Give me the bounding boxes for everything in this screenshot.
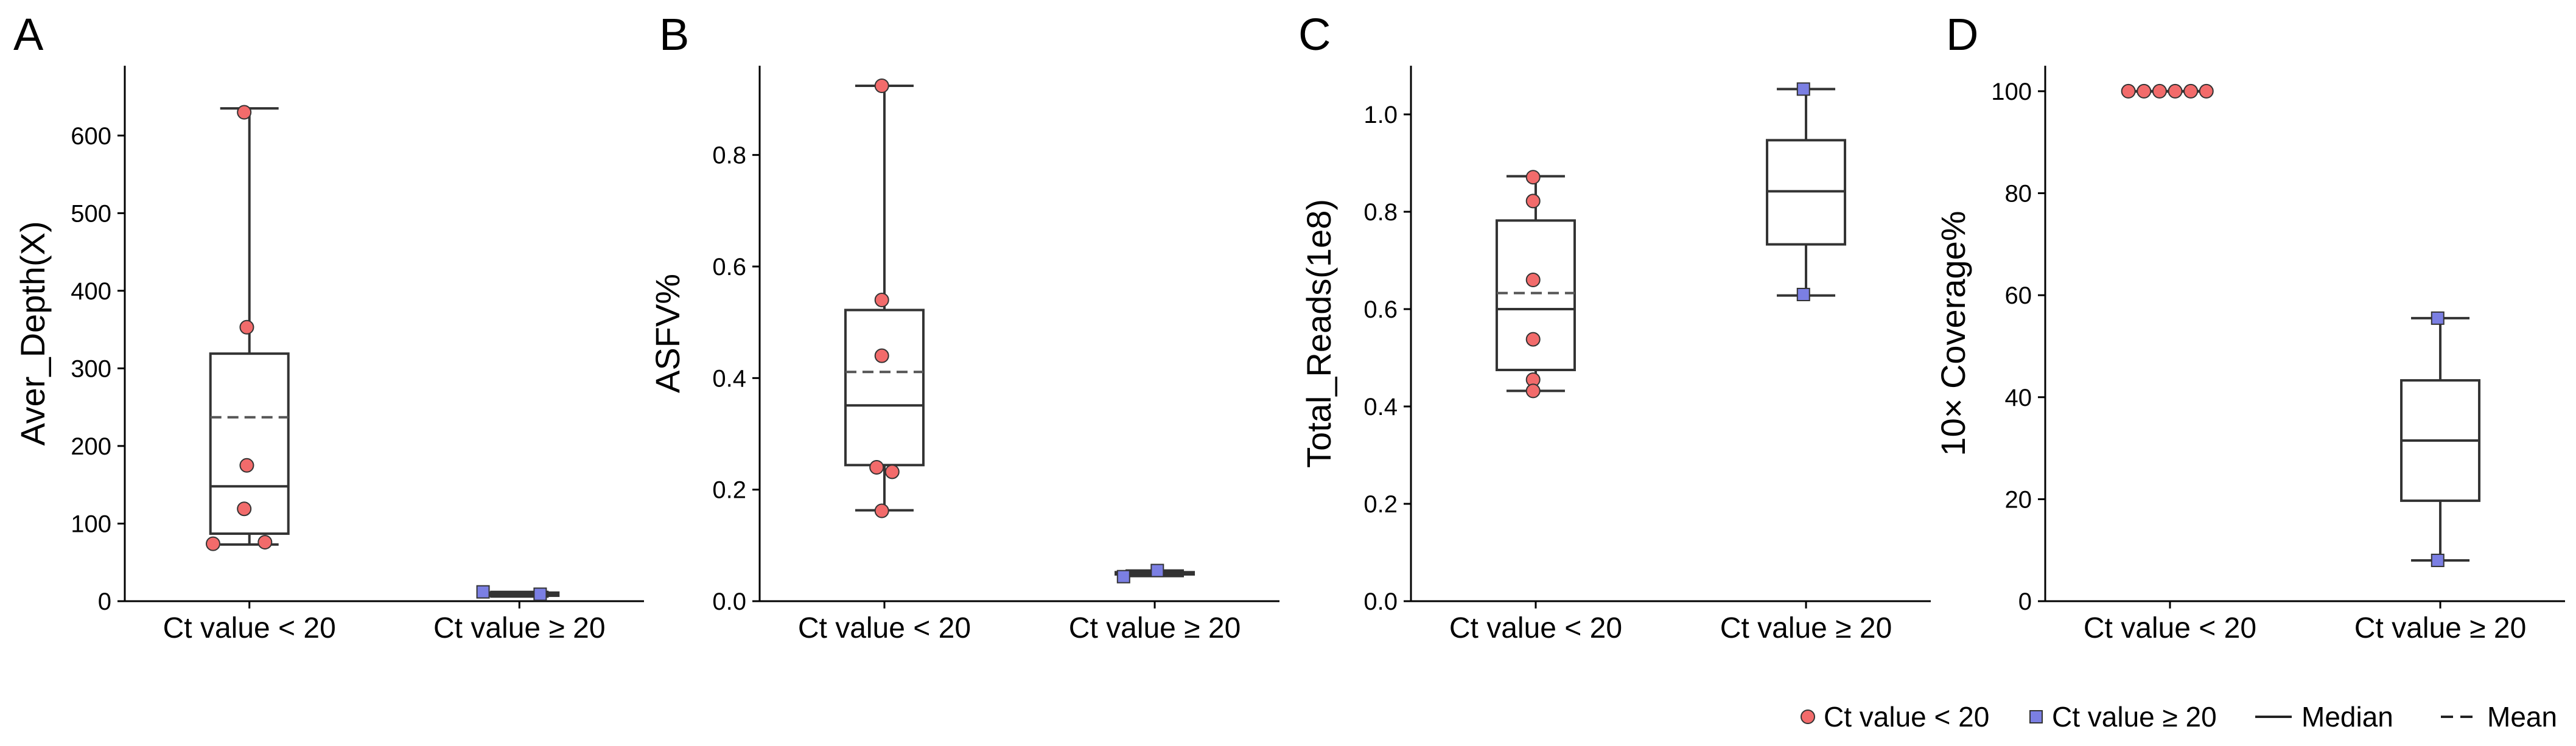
y-tick-label: 100 [1991, 78, 2032, 105]
data-point-ct-below-20 [239, 319, 254, 335]
data-point-ct-below-20 [237, 501, 252, 517]
data-point-ct-above-20 [1150, 563, 1164, 577]
y-tick-label: 1.0 [1363, 102, 1398, 128]
y-tick-label: 80 [2005, 181, 2032, 207]
data-point-ct-below-20 [1525, 332, 1541, 347]
panel-d: D 0 20 40 60 80 100 10× Coverage% Ct value < 20 C… [1934, 9, 2565, 644]
data-point-ct-below-20 [239, 458, 254, 473]
category-label: Ct value ≥ 20 [1720, 612, 1892, 644]
category-label: Ct value ≥ 20 [433, 612, 606, 644]
data-point-ct-below-20 [237, 105, 252, 120]
box-group-1 [844, 85, 925, 512]
panel-c: C 0.0 0.2 0.4 0.6 0.8 1.0 Total_Reads(1e8) Ct va… [1298, 9, 1931, 644]
box [844, 309, 925, 467]
data-point-ct-below-20 [206, 536, 221, 551]
data-point-ct-below-20 [1525, 170, 1541, 185]
y-tick-label: 300 [71, 355, 111, 382]
category-label: Ct value < 20 [1449, 612, 1622, 644]
y-tick-label: 0.0 [712, 588, 746, 615]
y-tick-label: 0.0 [1363, 588, 1398, 615]
legend-swatch-square [2029, 710, 2043, 723]
panel-b: B 0.0 0.2 0.4 0.6 0.8 ASFV% Ct value < 20 Ct val… [648, 9, 1279, 644]
data-point-ct-below-20 [2199, 83, 2214, 99]
y-tick-label: 0.8 [1363, 199, 1398, 226]
category-label: Ct value < 20 [798, 612, 971, 644]
legend: Ct value < 20 Ct value ≥ 20 Median Mean [1801, 701, 2557, 733]
data-point-ct-below-20 [1525, 273, 1541, 287]
y-tick-label: 500 [71, 200, 111, 227]
panel-letter: B [659, 9, 689, 60]
y-tick-label: 0.4 [712, 365, 746, 392]
data-point-ct-below-20 [2183, 83, 2199, 99]
data-point-ct-below-20 [2121, 83, 2136, 99]
y-tick-label: 100 [71, 511, 111, 537]
data-point-ct-below-20 [2137, 83, 2152, 99]
data-point-ct-above-20 [1116, 570, 1130, 584]
y-axis-title: 10× Coverage% [1934, 211, 1972, 456]
category-label: Ct value ≥ 20 [2354, 612, 2527, 644]
y-tick-label: 20 [2005, 486, 2032, 513]
y-axis-title: Total_Reads(1e8) [1300, 199, 1338, 468]
y-tick-label: 0.4 [1363, 394, 1398, 420]
y-tick-label: 400 [71, 278, 111, 305]
data-point-ct-below-20 [257, 535, 273, 550]
data-point-ct-above-20 [476, 585, 490, 599]
y-tick-label: 0.2 [1363, 491, 1398, 518]
data-point-ct-above-20 [1796, 288, 1810, 301]
data-point-ct-below-20 [2168, 83, 2183, 99]
data-point-ct-below-20 [2152, 83, 2167, 99]
data-point-ct-below-20 [874, 348, 889, 363]
data-point-ct-above-20 [2431, 311, 2445, 325]
y-axis-title: Aver_Depth(X) [13, 221, 52, 445]
data-point-ct-below-20 [874, 78, 889, 93]
data-point-ct-below-20 [1525, 383, 1541, 399]
category-label: Ct value < 20 [163, 612, 336, 644]
legend-label: Median [2301, 701, 2393, 733]
panel-a: A 0 100 200 300 400 500 600 Aver_Depth(X) Ct valu… [13, 9, 644, 644]
data-point-ct-below-20 [874, 293, 889, 307]
box [1495, 219, 1576, 371]
box-group-2 [1766, 88, 1847, 297]
y-tick-label: 0 [98, 588, 111, 615]
y-tick-label: 0.6 [1363, 296, 1398, 323]
box-group-2 [2400, 316, 2481, 562]
category-label: Ct value < 20 [2084, 612, 2256, 644]
data-point-ct-below-20 [884, 464, 900, 479]
y-tick-label: 0 [2018, 588, 2032, 615]
legend-item-4: Mean [2441, 701, 2557, 733]
data-point-ct-below-20 [1525, 193, 1541, 209]
legend-label: Mean [2487, 701, 2557, 733]
y-tick-label: 0.6 [712, 254, 746, 281]
data-point-ct-above-20 [1796, 82, 1810, 96]
category-label: Ct value ≥ 20 [1069, 612, 1241, 644]
legend-item-2: Ct value ≥ 20 [2029, 701, 2217, 733]
legend-item-3: Median [2255, 701, 2393, 733]
panel-letter: C [1298, 9, 1331, 60]
panel-letter: A [13, 9, 44, 60]
data-point-ct-below-20 [874, 503, 889, 518]
legend-label: Ct value < 20 [1824, 701, 1989, 733]
legend-swatch-circle [1801, 709, 1815, 724]
data-point-ct-below-20 [869, 460, 884, 475]
y-tick-label: 600 [71, 123, 111, 150]
y-tick-label: 0.8 [712, 142, 746, 169]
data-point-ct-above-20 [533, 587, 547, 601]
y-tick-label: 200 [71, 433, 111, 460]
data-point-ct-above-20 [2431, 553, 2445, 567]
y-tick-label: 0.2 [712, 477, 746, 504]
y-axis-title: ASFV% [648, 274, 687, 393]
panel-letter: D [1946, 9, 1978, 60]
y-tick-label: 60 [2005, 282, 2032, 309]
y-tick-label: 40 [2005, 385, 2032, 411]
box [209, 352, 290, 535]
legend-item-1: Ct value < 20 [1801, 701, 1989, 733]
legend-label: Ct value ≥ 20 [2052, 701, 2217, 733]
